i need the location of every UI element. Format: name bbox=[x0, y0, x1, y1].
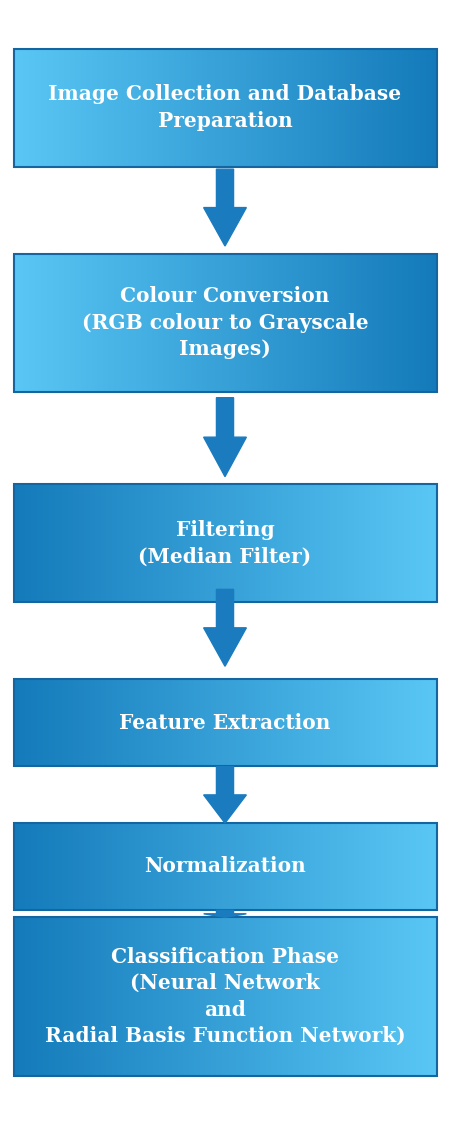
Text: Feature Extraction: Feature Extraction bbox=[119, 713, 331, 732]
Text: Classification Phase
(Neural Network
and
Radial Basis Function Network): Classification Phase (Neural Network and… bbox=[45, 947, 405, 1046]
FancyArrow shape bbox=[203, 169, 247, 246]
FancyArrow shape bbox=[203, 397, 247, 476]
Text: Colour Conversion
(RGB colour to Grayscale
Images): Colour Conversion (RGB colour to Graysca… bbox=[82, 287, 368, 359]
FancyArrow shape bbox=[203, 910, 247, 917]
Bar bbox=[14, 917, 436, 1076]
Bar bbox=[14, 680, 436, 766]
FancyArrow shape bbox=[203, 589, 247, 666]
Bar bbox=[14, 823, 436, 909]
Bar bbox=[14, 254, 436, 393]
Bar bbox=[14, 48, 436, 166]
Text: Image Collection and Database
Preparation: Image Collection and Database Preparatio… bbox=[49, 85, 401, 131]
Text: Normalization: Normalization bbox=[144, 856, 306, 876]
FancyArrow shape bbox=[203, 767, 247, 823]
Bar bbox=[14, 484, 436, 603]
Text: Filtering
(Median Filter): Filtering (Median Filter) bbox=[139, 520, 311, 566]
